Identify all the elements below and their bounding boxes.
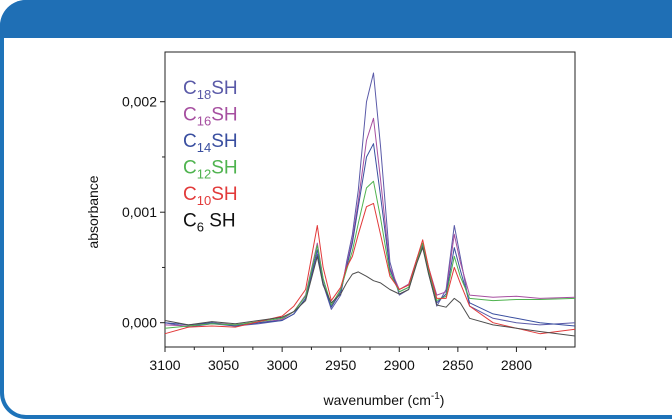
series-line-c16sh xyxy=(164,117,576,327)
x-axis-label-main: wavenumber (cm xyxy=(323,392,431,408)
x-axis-label-sup: -1 xyxy=(431,391,440,402)
legend-entry-c14sh: C14SH xyxy=(183,131,238,155)
tick-layer: 3100 3050 3000 2950 2900 2850 2800 0,000 0,001 0,… xyxy=(122,94,547,373)
series-line-c10sh xyxy=(164,202,576,335)
legend-entry-c16sh: C16SH xyxy=(183,105,238,129)
x-tick-label: 3000 xyxy=(267,357,298,373)
legend-entry-c10sh: C10SH xyxy=(183,184,238,208)
x-tick-label: 2850 xyxy=(442,357,473,373)
series-line-c6sh xyxy=(164,247,576,337)
series-layer xyxy=(164,72,576,337)
x-tick-label: 3050 xyxy=(208,357,239,373)
header-band xyxy=(0,0,672,38)
x-axis-label: wavenumber (cm-1) xyxy=(323,391,445,408)
legend-entry-c6sh: C6 SH xyxy=(183,211,236,235)
x-tick-label: 3100 xyxy=(149,357,180,373)
y-tick-label: 0,002 xyxy=(122,94,157,110)
y-axis-label: absorbance xyxy=(85,175,101,248)
x-axis-label-close: ) xyxy=(440,392,445,408)
x-tick-label: 2950 xyxy=(325,357,356,373)
series-line-c14sh xyxy=(164,143,576,327)
legend-entry-c18sh: C18SH xyxy=(183,78,238,102)
chart-panel xyxy=(4,38,672,415)
series-line-c12sh xyxy=(164,180,576,329)
x-tick-label: 2900 xyxy=(384,357,415,373)
y-tick-label: 0,000 xyxy=(122,315,157,331)
y-tick-label: 0,001 xyxy=(122,204,157,220)
x-tick-label: 2800 xyxy=(501,357,532,373)
legend-entry-c12sh: C12SH xyxy=(183,158,238,182)
